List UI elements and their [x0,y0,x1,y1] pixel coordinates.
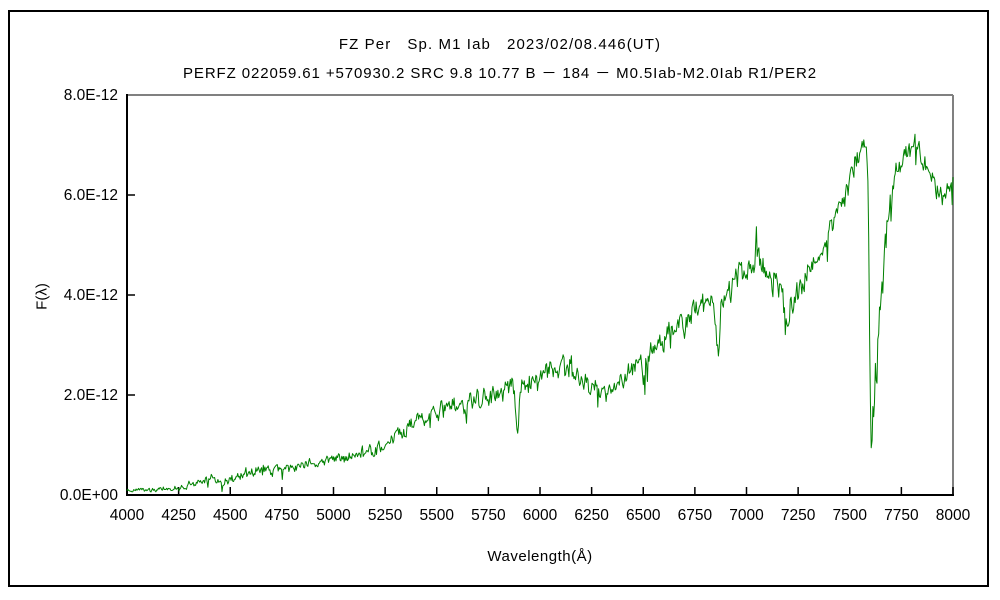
y-tick-label: 0.0E+00 [60,487,119,504]
x-tick-label: 4000 [110,507,145,524]
x-tick-label: 7250 [781,507,816,524]
x-tick-label: 6000 [523,507,558,524]
y-tick-label: 6.0E-12 [64,187,118,204]
x-tick-label: 6250 [574,507,609,524]
chart-subtitle: PERFZ 022059.61 +570930.2 SRC 9.8 10.77 … [183,65,817,82]
x-tick-label: 5000 [316,507,351,524]
y-tick-label: 8.0E-12 [64,87,118,104]
x-tick-label: 7750 [884,507,919,524]
x-tick-label: 6750 [678,507,713,524]
x-tick-label: 7500 [833,507,868,524]
spectrum-flux-line [126,133,954,493]
x-tick-label: 6500 [626,507,661,524]
x-tick-label: 8000 [936,507,971,524]
x-tick-label: 4750 [265,507,300,524]
axis-tick-labels: 4000 4250 4500 4750 5000 5250 5500 5750 6000 6250… [60,87,971,524]
x-tick-label: 4250 [161,507,196,524]
x-tick-label: 5250 [368,507,403,524]
chart-title: FZ Per Sp. M1 Iab 2023/02/08.446(UT) [338,36,662,53]
x-tick-label: 7000 [729,507,764,524]
x-axis-title: Wavelength(Å) [487,548,593,565]
y-tick-label: 4.0E-12 [64,287,118,304]
x-tick-label: 5750 [471,507,506,524]
x-tick-label: 5500 [420,507,455,524]
y-tick-label: 2.0E-12 [64,387,118,404]
x-tick-label: 4500 [213,507,248,524]
y-axis-title: F(λ) [33,283,51,310]
axis-ticks [126,194,954,495]
